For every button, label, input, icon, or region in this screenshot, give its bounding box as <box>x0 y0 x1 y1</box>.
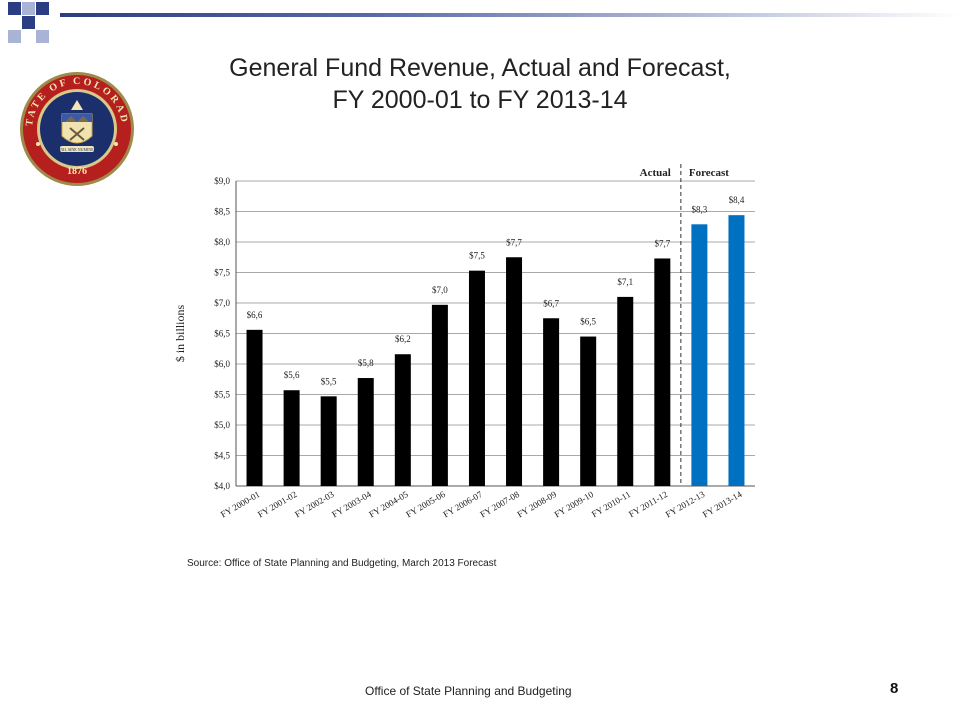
data-label: $7,5 <box>469 251 485 261</box>
top-decoration <box>8 2 960 43</box>
svg-text:NIL SINE NUMINE: NIL SINE NUMINE <box>60 147 94 152</box>
x-tick-label: FY 2011-12 <box>627 489 669 519</box>
revenue-bar-chart: $4,0 $4,5 $5,0 $5,5 $6,0 $6,5 $7,0 $7,5 $8,0 $8,5… <box>173 164 755 520</box>
topbar-square-1 <box>8 2 21 15</box>
bar <box>431 304 448 486</box>
data-label: $6,5 <box>580 317 596 327</box>
footer-text: Office of State Planning and Budgeting <box>365 684 572 698</box>
y-tick-label: $4,5 <box>214 451 230 461</box>
y-tick-label: $6,0 <box>214 359 230 369</box>
y-tick-label: $8,5 <box>214 207 230 217</box>
topbar-square-3 <box>36 2 49 15</box>
source-note: Source: Office of State Planning and Bud… <box>187 558 497 569</box>
slide-title: General Fund Revenue, Actual and Forecas… <box>200 52 760 116</box>
y-tick-label: $6,5 <box>214 329 230 339</box>
data-label: $7,7 <box>654 238 670 248</box>
x-tick-label: FY 2008-09 <box>516 489 559 520</box>
data-label: $7,1 <box>617 277 633 287</box>
y-tick-label: $4,0 <box>214 481 230 491</box>
data-label: $5,6 <box>284 370 300 380</box>
data-label: $8,4 <box>729 195 745 205</box>
topbar-gradient-bar <box>60 13 960 17</box>
x-tick-label: FY 2013-14 <box>701 489 744 520</box>
bar <box>617 296 634 486</box>
x-tick-label: FY 2004-05 <box>367 489 410 520</box>
x-tick-label: FY 2003-04 <box>330 489 373 520</box>
page-number: 8 <box>890 680 899 697</box>
title-line-1: General Fund Revenue, Actual and Forecas… <box>229 54 731 82</box>
x-tick-label: FY 2005-06 <box>404 489 447 520</box>
bar <box>468 270 485 486</box>
bar <box>728 215 745 486</box>
data-label: $8,3 <box>692 204 708 214</box>
title-line-2: FY 2000-01 to FY 2013-14 <box>332 86 628 114</box>
bar <box>357 378 374 486</box>
actual-region-label: Actual <box>640 167 671 179</box>
y-tick-label: $7,5 <box>214 268 230 278</box>
bar <box>543 318 560 486</box>
data-label: $7,0 <box>432 285 448 295</box>
y-tick-label: $7,0 <box>214 298 230 308</box>
x-tick-label: FY 2007-08 <box>478 489 521 520</box>
y-tick-label: $5,5 <box>214 390 230 400</box>
data-label: $6,6 <box>247 310 263 320</box>
y-tick-label: $8,0 <box>214 237 230 247</box>
bar <box>654 258 671 486</box>
bar <box>320 396 337 486</box>
y-axis-title: $ in billions <box>173 305 187 363</box>
topbar-square-2 <box>22 2 35 15</box>
x-tick-label: FY 2012-13 <box>664 489 707 520</box>
data-label: $5,5 <box>321 376 337 386</box>
data-label: $6,2 <box>395 334 411 344</box>
bar <box>506 257 523 486</box>
colorado-seal-logo: STATE OF COLORADO 1876 NIL SINE NUMINE <box>18 70 134 186</box>
bar <box>283 390 300 486</box>
x-tick-label: FY 2006-07 <box>441 489 484 520</box>
bar <box>246 329 263 486</box>
data-label: $7,7 <box>506 237 522 247</box>
x-tick-label: FY 2009-10 <box>553 489 596 520</box>
y-tick-label: $9,0 <box>214 176 230 186</box>
bar <box>691 224 708 486</box>
y-tick-label: $5,0 <box>214 420 230 430</box>
svg-text:1876: 1876 <box>67 166 87 177</box>
topbar-square-4 <box>22 16 35 29</box>
x-tick-label: FY 2000-01 <box>219 489 262 519</box>
forecast-region-label: Forecast <box>689 167 729 179</box>
bar <box>580 336 597 486</box>
data-label: $5,8 <box>358 358 374 368</box>
x-tick-label: FY 2002-03 <box>293 489 336 520</box>
topbar-square-5 <box>8 30 21 43</box>
x-tick-label: FY 2010-11 <box>590 489 632 519</box>
x-tick-label: FY 2001-02 <box>256 489 299 519</box>
data-label: $6,7 <box>543 298 559 308</box>
bar <box>394 354 411 486</box>
topbar-square-6 <box>36 30 49 43</box>
